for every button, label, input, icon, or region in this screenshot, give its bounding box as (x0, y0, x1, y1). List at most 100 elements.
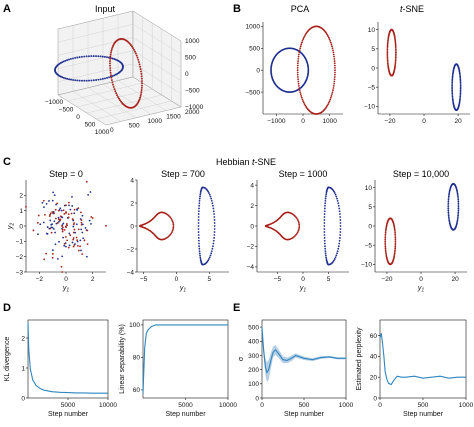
panel-b-pca-title: PCA (291, 4, 310, 14)
panel-a-blue-point (70, 78, 72, 81)
panel-a-blue-point (104, 77, 106, 80)
panel-c-x-axis-label: y1 (417, 285, 425, 294)
x-axis-label: Step number (165, 411, 206, 418)
panel-a-red-point (140, 75, 143, 78)
panel-b-pca-point (327, 35, 329, 38)
panel-c-point-b (198, 207, 200, 210)
panel-c-point-a (61, 255, 64, 258)
panel-c-point-b (213, 225, 216, 227)
panel-a-blue-point (108, 76, 110, 79)
panel-c-point-b (448, 190, 451, 193)
panel-c-point-a (384, 250, 387, 253)
panel-b-tsne-point (394, 56, 397, 59)
panel-b-pca-point (307, 70, 310, 73)
y-tick-label: −2 (16, 254, 24, 261)
panel-c-point-b (65, 226, 68, 229)
panel-b-tsne-point (394, 48, 397, 51)
y-tick-label: 1 (19, 208, 23, 215)
panel-a-red-point (134, 52, 137, 55)
panel-c-point-a (42, 221, 45, 224)
panel-b-pca-point (297, 78, 299, 81)
panel-c-point-b (79, 211, 82, 214)
panel-a-3d-input: Input 10005000−500−1000−1000−50005001000… (45, 4, 204, 136)
panel-a-blue-point (81, 79, 83, 82)
panel-a-gridline (96, 100, 172, 120)
series-point (35, 385, 37, 386)
panel-c-point-b (212, 207, 215, 210)
panel-c-point-a (62, 222, 65, 225)
panel-a-x-tick-label: −500 (59, 107, 74, 114)
panel-c-point-a (393, 253, 396, 256)
panel-c-point-b (212, 245, 214, 248)
panel-c-point-b (448, 217, 450, 220)
panel-c-point-a (80, 228, 83, 231)
panel-c-point-b (49, 212, 52, 215)
panel-b-pca-point (327, 101, 330, 104)
panel-c-point-a (57, 216, 60, 219)
panel-b-tsne-point (451, 81, 454, 84)
panel-a-blue-point (111, 57, 114, 60)
panel-c-point-b (198, 204, 201, 207)
panel-b-pca-point (300, 41, 303, 44)
panel-c-point-b (37, 214, 40, 217)
panel-c-point-b (49, 213, 51, 216)
series-point (295, 355, 296, 356)
panel-c-point-b (67, 216, 70, 219)
panel-a-y-tick-label: 0 (110, 127, 114, 134)
panel-a-blue-point (64, 77, 67, 80)
panel-a-red-point (139, 94, 142, 97)
panel-a-z-tick-label: −1000 (185, 104, 204, 111)
panel-c-point-b (323, 219, 326, 221)
panel-c-point-b (78, 249, 80, 252)
panel-a-blue-point (78, 56, 81, 59)
panel-c-point-b (51, 256, 54, 259)
panel-b-tsne-point (394, 50, 397, 52)
panel-a-x-tick-label: 500 (85, 122, 96, 129)
panel-b-pca-point (332, 89, 334, 91)
panel-c-point-a (385, 252, 387, 255)
panel-c-point-b (90, 216, 93, 218)
y-tick-label: −10 (361, 262, 372, 269)
panel-c-point-b (324, 252, 327, 255)
panel-b-tsne-point (386, 45, 389, 48)
panel-a-blue-point (66, 77, 69, 80)
series-point (457, 376, 458, 378)
panel-e-sigma: 0 500 1000 0 100 200 300 400 500 Step number σ (238, 319, 354, 418)
y-tick-label: 5 (371, 46, 375, 53)
panel-a-blue-point (92, 55, 95, 58)
panel-letter-a: A (3, 3, 11, 15)
panel-b-tsne-point (451, 91, 454, 93)
panel-b-pca-point (300, 95, 303, 97)
panel-c-point-b (199, 192, 202, 194)
series-point (270, 362, 271, 363)
panel-c-point-b (338, 239, 341, 242)
panel-b-pca-point (297, 80, 300, 83)
panel-c-point-a (81, 231, 84, 234)
x-tick-label: 0 (301, 118, 305, 125)
panel-c-point-b (208, 258, 210, 260)
panel-b-tsne-point (386, 54, 389, 57)
panel-b-pca-point (296, 76, 299, 78)
panel-a-blue-point (99, 78, 102, 81)
panel-c-group-title: Hebbian t-SNE (216, 157, 276, 167)
panel-c-point-b (456, 217, 459, 220)
panel-c-point-a (68, 244, 71, 247)
panel-b-tsne-point (459, 76, 462, 79)
panel-a-red-point (110, 48, 113, 50)
panel-a-blue-point (88, 79, 90, 82)
panel-a-blue-point (76, 79, 79, 82)
panel-c-point-b (61, 271, 64, 273)
panel-a-red-point (133, 48, 135, 51)
y-tick-label: 40 (370, 354, 378, 361)
panel-b-tsne-point (451, 95, 454, 98)
panel-b-tsne-point (386, 61, 389, 63)
panel-c-point-b (198, 252, 201, 255)
series-point (75, 392, 77, 394)
panel-c-point-a (298, 228, 300, 231)
panel-c-point-b (63, 242, 66, 245)
series-point (386, 378, 388, 380)
panel-a-blue-point (103, 55, 106, 58)
panel-b-pca-point (332, 84, 335, 87)
panel-b-tsne-point (451, 92, 454, 95)
panel-b-tsne-title-italic: t (400, 4, 403, 14)
